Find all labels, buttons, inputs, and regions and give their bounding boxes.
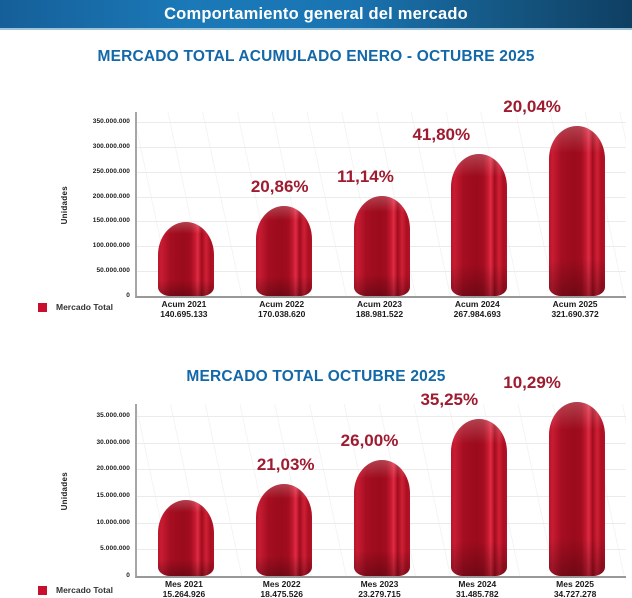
x-category-label: Mes 2023 xyxy=(360,579,399,589)
x-label-slot: Mes 2024 31.485.782 xyxy=(428,579,526,598)
y-tick-label: 250.000.000 xyxy=(92,167,130,175)
bar-mes-2021 xyxy=(157,500,214,576)
legend-swatch-icon xyxy=(38,302,47,312)
y-tick-label: 350.000.000 xyxy=(92,118,130,125)
y-tick-label: 50.000.000 xyxy=(96,267,130,275)
bar-mes-2022 xyxy=(255,484,312,576)
pct-label: 11,14% xyxy=(337,167,394,186)
chart-title: MERCADO TOTAL ACUMULADO ENERO - OCTUBRE … xyxy=(97,48,535,65)
x-value-label: 15.264.926 xyxy=(162,588,206,598)
y-tick-label: 35.000.000 xyxy=(96,412,130,419)
x-value-label: 267.984.693 xyxy=(453,308,501,319)
y-tick-label: 5.000.000 xyxy=(100,545,130,553)
header-title: Comportamiento general del mercado xyxy=(164,4,468,23)
bar-mes-2025 xyxy=(549,402,606,576)
pct-label: 26,00% xyxy=(340,431,399,450)
bar-acum-2021 xyxy=(157,222,214,296)
gridline xyxy=(137,442,626,444)
plot-area: 21,03% 26,00% 35,25% 10,29% xyxy=(135,373,626,578)
legend-label: Mercado Total xyxy=(56,585,113,595)
pct-label: 41,80% xyxy=(412,125,471,144)
x-value-label: 188.981.522 xyxy=(355,308,404,319)
y-tick-label: 0 xyxy=(126,292,130,299)
y-axis-label: Unidades xyxy=(60,472,69,511)
gridline xyxy=(137,122,626,123)
y-tick-label: 10.000.000 xyxy=(96,518,130,526)
y-tick-label: 30.000.000 xyxy=(96,438,130,446)
pct-label: 35,25% xyxy=(420,390,479,409)
x-category-label: Mes 2024 xyxy=(458,579,497,589)
x-label-slot: Acum 2021 140.695.133 xyxy=(135,299,233,319)
x-label-slot: Acum 2023 188.981.522 xyxy=(331,299,429,319)
chart-title: MERCADO TOTAL OCTUBRE 2025 xyxy=(186,368,446,385)
y-tick-label: 0 xyxy=(126,572,130,579)
pct-label: 20,86% xyxy=(250,177,309,196)
x-category-label: Acum 2025 xyxy=(552,299,598,309)
x-value-label: 140.695.133 xyxy=(160,308,208,319)
x-axis-labels: Mes 2021 15.264.926 Mes 2022 18.475.526 Mes … xyxy=(135,579,624,598)
gridline xyxy=(137,146,626,148)
x-label-slot: Acum 2024 267.984.693 xyxy=(428,299,526,319)
legend-label: Mercado Total xyxy=(56,302,113,312)
x-value-label: 170.038.620 xyxy=(258,308,306,319)
y-tick-label: 300.000.000 xyxy=(92,142,130,150)
x-category-label: Acum 2024 xyxy=(454,299,500,309)
x-category-label: Mes 2025 xyxy=(556,579,594,589)
x-category-label: Acum 2022 xyxy=(259,299,305,309)
y-axis-label: Unidades xyxy=(60,186,69,225)
x-category-label: Acum 2023 xyxy=(357,299,402,309)
pct-label: 10,29% xyxy=(503,373,561,392)
x-label-slot: Mes 2022 18.475.526 xyxy=(233,579,331,598)
x-category-label: Mes 2021 xyxy=(164,579,203,589)
x-value-label: 34.727.278 xyxy=(553,588,597,598)
x-value-label: 23.279.715 xyxy=(358,588,401,598)
x-category-label: Acum 2021 xyxy=(161,299,207,309)
x-label-slot: Mes 2021 15.264.926 xyxy=(135,579,233,598)
plot-area: 20,86% 11,14% 41,80% 20,04% xyxy=(135,97,626,298)
x-axis-labels: Acum 2021 140.695.133 Acum 2022 170.038.620… xyxy=(135,299,624,319)
legend-swatch-icon xyxy=(38,585,47,595)
bar-acum-2024 xyxy=(451,154,508,296)
pct-label: 21,03% xyxy=(256,455,315,474)
x-value-label: 321.690.372 xyxy=(551,308,599,319)
x-label-slot: Acum 2025 321.690.372 xyxy=(526,299,624,319)
pct-label: 20,04% xyxy=(503,97,561,116)
bar-mes-2024 xyxy=(451,419,508,576)
bar-mes-2023 xyxy=(353,460,410,576)
x-value-label: 18.475.526 xyxy=(260,588,303,598)
bar-acum-2022 xyxy=(255,206,312,296)
x-label-slot: Mes 2025 34.727.278 xyxy=(526,579,624,598)
x-label-slot: Acum 2022 170.038.620 xyxy=(233,299,331,319)
header-bar: Comportamiento general del mercado xyxy=(0,0,632,30)
gridline xyxy=(137,416,626,417)
x-category-label: Mes 2022 xyxy=(262,579,301,589)
gridline xyxy=(137,171,626,173)
bar-acum-2023 xyxy=(353,196,410,296)
y-tick-label: 100.000.000 xyxy=(92,242,130,250)
bar-acum-2025 xyxy=(549,126,606,296)
x-label-slot: Mes 2023 23.279.715 xyxy=(331,579,429,598)
legend: Mercado Total xyxy=(38,302,113,312)
legend: Mercado Total xyxy=(38,585,113,595)
chart-mercado-mensual: MERCADO TOTAL OCTUBRE 2025 Unidades 35.0… xyxy=(0,364,632,598)
x-value-label: 31.485.782 xyxy=(456,588,499,598)
chart-mercado-acumulado: MERCADO TOTAL ACUMULADO ENERO - OCTUBRE … xyxy=(0,34,632,364)
